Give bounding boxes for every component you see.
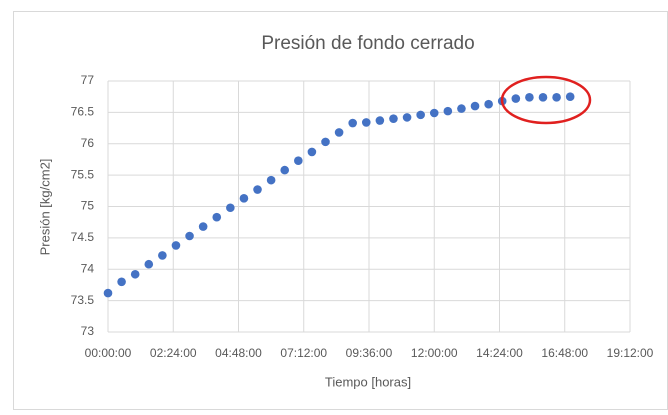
y-tick-label: 74.5 xyxy=(71,230,95,244)
data-point xyxy=(375,116,385,125)
y-tick-label: 76 xyxy=(81,136,95,150)
data-point xyxy=(158,251,167,260)
data-point xyxy=(280,165,290,175)
data-point xyxy=(103,288,113,298)
x-tick-label: 14:24:00 xyxy=(476,346,523,360)
highlight-ellipse xyxy=(500,75,592,125)
y-tick-label: 73 xyxy=(81,324,95,338)
data-point xyxy=(443,106,453,116)
x-tick-label: 02:24:00 xyxy=(150,346,197,360)
data-point xyxy=(294,156,303,165)
data-point xyxy=(171,241,181,250)
x-tick-label: 07:12:00 xyxy=(280,346,327,360)
data-point xyxy=(429,108,439,118)
data-point xyxy=(538,93,548,102)
y-axis-label: Presión [kg/cm2] xyxy=(37,159,52,256)
data-point xyxy=(484,99,493,109)
data-point xyxy=(130,269,140,279)
data-point xyxy=(239,194,249,203)
data-point xyxy=(361,118,371,127)
data-point xyxy=(307,147,317,157)
x-tick-label: 00:00:00 xyxy=(85,346,132,360)
y-tick-label: 76.5 xyxy=(71,105,95,119)
y-tick-label: 75 xyxy=(81,199,95,213)
x-axis-label: Tiempo [horas] xyxy=(325,374,411,389)
x-tick-label: 09:36:00 xyxy=(346,346,393,360)
data-point xyxy=(389,114,398,123)
chart-title: Presión de fondo cerrado xyxy=(261,33,474,54)
data-point xyxy=(198,222,208,231)
data-point xyxy=(416,110,425,120)
data-point xyxy=(144,259,154,269)
data-point xyxy=(117,277,126,287)
data-point xyxy=(212,212,222,222)
data-point xyxy=(511,94,521,103)
y-tick-label: 74 xyxy=(81,261,95,275)
x-tick-label: 04:48:00 xyxy=(215,346,262,360)
data-point xyxy=(402,113,412,122)
data-point xyxy=(470,101,480,111)
data-point xyxy=(334,128,344,137)
data-point xyxy=(552,93,561,102)
data-point xyxy=(226,203,235,213)
x-tick-label: 19:12:00 xyxy=(607,346,654,360)
data-point xyxy=(266,175,276,185)
y-tick-label: 73.5 xyxy=(71,293,95,307)
plot-area: 73 73.5 74 74.5 75 75.5 76 76.5 77 00:00:00 02:24:… xyxy=(71,73,654,360)
data-point xyxy=(321,137,330,147)
x-tick-label: 12:00:00 xyxy=(411,346,458,360)
y-tick-label: 75.5 xyxy=(71,167,95,181)
data-point xyxy=(253,185,262,194)
data-point xyxy=(185,231,194,241)
data-point xyxy=(525,93,534,102)
data-point xyxy=(348,118,357,128)
data-point xyxy=(457,104,466,113)
x-tick-label: 16:48:00 xyxy=(541,346,588,360)
data-point xyxy=(565,92,575,101)
y-tick-label: 77 xyxy=(81,73,95,87)
